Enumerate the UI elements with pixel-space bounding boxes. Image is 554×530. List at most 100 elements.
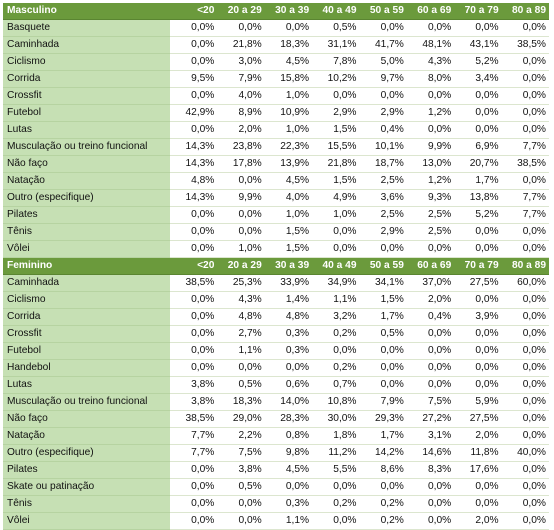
table-cell: 3,9% (454, 308, 502, 326)
table-cell: 7,7% (170, 444, 218, 462)
table-cell: 0,3% (264, 325, 313, 343)
table-cell: 0,0% (170, 19, 218, 37)
table-cell: 10,9% (264, 104, 313, 122)
table-row: Vôlei 0,0% 1,0% 1,5% 0,0% 0,0% 0,0% 0,0% 0,0% (3, 240, 549, 258)
table-row: Musculação ou treino funcional 14,3% 23,8%… (3, 138, 549, 156)
table-cell: 0,0% (312, 342, 360, 360)
table-cell: 4,8% (217, 308, 265, 326)
table-cell: 1,1% (312, 291, 360, 309)
table-cell: 23,8% (217, 138, 265, 156)
table-row: Lutas 3,8% 0,5% 0,6% 0,7% 0,0% 0,0% 0,0% 0,0% (3, 376, 549, 394)
table-cell: 0,5% (217, 376, 265, 394)
table-cell: 0,0% (406, 342, 455, 360)
table-cell: 1,2% (406, 172, 455, 190)
table-cell: 9,3% (406, 189, 455, 207)
table-cell: 0,0% (406, 19, 455, 37)
row-label: Corrida (3, 70, 170, 88)
table-cell: 5,2% (454, 206, 502, 224)
table-cell: 2,0% (217, 121, 265, 139)
table-row: Outro (especifique) 14,3% 9,9% 4,0% 4,9% 3,6%… (3, 189, 549, 207)
table-cell: 0,0% (170, 359, 218, 377)
table-cell: 7,5% (406, 393, 455, 411)
column-header: 60 a 69 (406, 257, 455, 275)
table-cell: 5,2% (454, 53, 502, 71)
table-cell: 18,7% (359, 155, 407, 173)
table-cell: 0,0% (501, 87, 549, 105)
table-row: Crossfit 0,0% 2,7% 0,3% 0,2% 0,5% 0,0% 0,0% 0,0% (3, 325, 549, 343)
table-cell: 27,2% (406, 410, 455, 428)
row-label: Outro (especifique) (3, 189, 170, 207)
table-cell: 13,8% (454, 189, 502, 207)
table-cell: 0,0% (501, 70, 549, 88)
table-cell: 0,0% (454, 376, 502, 394)
table-cell: 0,0% (359, 87, 407, 105)
table-cell: 0,0% (170, 495, 218, 513)
table-cell: 14,3% (170, 189, 218, 207)
table-row: Ciclismo 0,0% 3,0% 4,5% 7,8% 5,0% 4,3% 5,2% 0,0% (3, 53, 549, 71)
table-cell: 4,0% (217, 87, 265, 105)
table-cell: 9,9% (217, 189, 265, 207)
table-cell: 5,5% (312, 461, 360, 479)
table-cell: 13,0% (406, 155, 455, 173)
table-cell: 21,8% (312, 155, 360, 173)
table-cell: 42,9% (170, 104, 218, 122)
table-cell: 22,3% (264, 138, 313, 156)
table-cell: 0,0% (406, 376, 455, 394)
table-cell: 3,8% (170, 376, 218, 394)
row-label: Natação (3, 172, 170, 190)
table-body: Masculino <20 20 a 29 30 a 39 40 a 49 50 a 59… (3, 3, 549, 530)
table-cell: 0,0% (406, 495, 455, 513)
column-header: 50 a 59 (359, 3, 407, 20)
column-header: <20 (170, 257, 218, 275)
row-label: Futebol (3, 342, 170, 360)
table-cell: 29,0% (217, 410, 265, 428)
table-row: Pilates 0,0% 0,0% 1,0% 1,0% 2,5% 2,5% 5,2% 7,7% (3, 206, 549, 224)
table-cell: 0,5% (359, 325, 407, 343)
row-label: Não faço (3, 155, 170, 173)
table-cell: 14,3% (170, 138, 218, 156)
table-cell: 0,0% (501, 308, 549, 326)
table-cell: 43,1% (454, 36, 502, 54)
table-cell: 2,9% (312, 104, 360, 122)
row-label: Vôlei (3, 512, 170, 530)
table-cell: 1,7% (454, 172, 502, 190)
column-header: 70 a 79 (454, 3, 502, 20)
table-cell: 0,0% (501, 240, 549, 258)
row-label: Crossfit (3, 87, 170, 105)
table-cell: 0,0% (454, 87, 502, 105)
table-row: Handebol 0,0% 0,0% 0,0% 0,2% 0,0% 0,0% 0,0% 0,0% (3, 359, 549, 377)
table-cell: 0,0% (264, 359, 313, 377)
table-cell: 2,0% (406, 291, 455, 309)
table-cell: 38,5% (501, 36, 549, 54)
table-cell: 0,0% (359, 359, 407, 377)
row-label: Vôlei (3, 240, 170, 258)
table-cell: 41,7% (359, 36, 407, 54)
table-cell: 0,0% (170, 478, 218, 496)
table-cell: 0,0% (170, 53, 218, 71)
table-cell: 17,6% (454, 461, 502, 479)
table-cell: 0,0% (170, 240, 218, 258)
table-cell: 8,0% (406, 70, 455, 88)
table-cell: 0,0% (501, 427, 549, 445)
table-cell: 0,2% (312, 495, 360, 513)
table-cell: 0,0% (501, 19, 549, 37)
table-cell: 2,5% (359, 206, 407, 224)
column-header: 80 a 89 (501, 3, 549, 20)
table-cell: 0,0% (501, 410, 549, 428)
table-cell: 0,0% (406, 325, 455, 343)
table-cell: 1,1% (264, 512, 313, 530)
activity-by-age-table: Masculino <20 20 a 29 30 a 39 40 a 49 50 a 59… (3, 3, 549, 530)
table-cell: 0,0% (501, 172, 549, 190)
table-cell: 0,0% (454, 104, 502, 122)
table-cell: 0,0% (406, 512, 455, 530)
table-row: Futebol 42,9% 8,9% 10,9% 2,9% 2,9% 1,2% 0,0% 0,0… (3, 104, 549, 122)
table-cell: 8,9% (217, 104, 265, 122)
table-row: Caminhada 38,5% 25,3% 33,9% 34,9% 34,1% 37,0% 2… (3, 274, 549, 292)
table-cell: 4,5% (264, 172, 313, 190)
table-cell: 0,0% (359, 376, 407, 394)
table-cell: 4,3% (406, 53, 455, 71)
section-title: Masculino (3, 3, 170, 20)
row-label: Ciclismo (3, 291, 170, 309)
table-cell: 7,8% (312, 53, 360, 71)
table-cell: 0,0% (170, 325, 218, 343)
